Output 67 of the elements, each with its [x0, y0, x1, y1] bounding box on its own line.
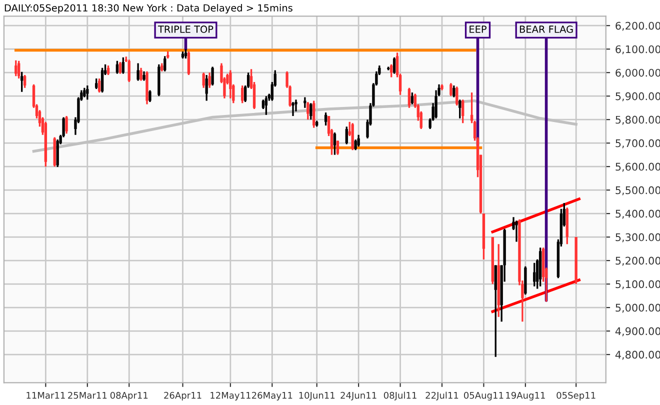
x-tick-label: 22Jul11 — [426, 392, 458, 400]
candlestick — [98, 78, 101, 94]
candlestick — [515, 220, 518, 243]
annotation: TRIPLE TOP — [158, 26, 214, 33]
candlestick — [122, 56, 124, 75]
x-tick-label: 10Jun11 — [299, 392, 335, 400]
candlestick — [324, 112, 328, 126]
candlestick — [336, 140, 340, 156]
candlestick — [452, 84, 456, 98]
candlestick — [14, 60, 18, 77]
candlestick — [164, 55, 166, 72]
candlestick — [310, 102, 312, 120]
candlestick — [306, 101, 310, 120]
candlestick — [241, 84, 244, 104]
annotation: EEP — [470, 26, 486, 33]
x-tick-label: 19Aug11 — [506, 392, 545, 400]
candlestick — [100, 67, 104, 94]
candlestick — [86, 84, 89, 100]
candlestick — [136, 62, 140, 82]
candlestick — [18, 60, 20, 80]
candlestick — [202, 72, 205, 89]
candlestick — [354, 138, 357, 151]
candlestick — [94, 78, 98, 90]
candlestick — [294, 98, 298, 112]
annotation: BEAR FLAG — [520, 26, 573, 33]
candlestick — [148, 89, 152, 103]
x-tick-label: 11Mar11 — [26, 392, 65, 399]
candlestick — [456, 86, 458, 106]
x-tick-label: 26Apr11 — [164, 392, 202, 400]
candlestick — [116, 60, 119, 75]
candlestick — [65, 115, 68, 135]
candlestick — [390, 64, 393, 78]
x-tick-label: 05Aug11 — [464, 392, 504, 400]
candlestick — [450, 82, 452, 97]
candlestick — [208, 72, 211, 89]
candlestick — [128, 58, 130, 83]
x-tick-label: 12May11 — [210, 392, 250, 400]
candlestick — [357, 134, 360, 148]
candlestick — [333, 132, 336, 156]
x-tick-label: 08Apr11 — [110, 392, 148, 400]
candlestick — [106, 64, 110, 76]
x-tick-label: 05Sep11 — [556, 392, 596, 400]
candlestick — [392, 56, 396, 75]
candlestick — [118, 61, 122, 75]
candlestick — [312, 100, 316, 129]
candlestick — [205, 74, 208, 102]
candlestick — [304, 96, 306, 109]
candlestick — [458, 98, 462, 120]
candlestick — [229, 69, 232, 100]
candlestick — [462, 98, 464, 124]
candlestick — [20, 71, 24, 93]
x-tick-label: 24Jun11 — [340, 392, 376, 400]
candlestick — [211, 66, 214, 86]
candlestick — [187, 50, 190, 76]
chart-title: DAILY:05Sep2011 18:30 New York : Data Delayed > 15mins — [4, 4, 292, 14]
candlestick — [410, 92, 414, 106]
candlestick — [83, 87, 86, 98]
candlestick — [140, 67, 142, 82]
candlestick — [23, 74, 26, 89]
x-tick-label: 26May11 — [252, 392, 292, 400]
candlestick — [292, 101, 294, 117]
x-tick-label: 25Mar11 — [68, 392, 107, 399]
x-tick-label: 08Jul11 — [384, 392, 416, 400]
candlestick — [408, 87, 411, 109]
candlestick — [264, 95, 268, 116]
candlestick — [142, 70, 146, 82]
candlestick — [345, 126, 348, 146]
